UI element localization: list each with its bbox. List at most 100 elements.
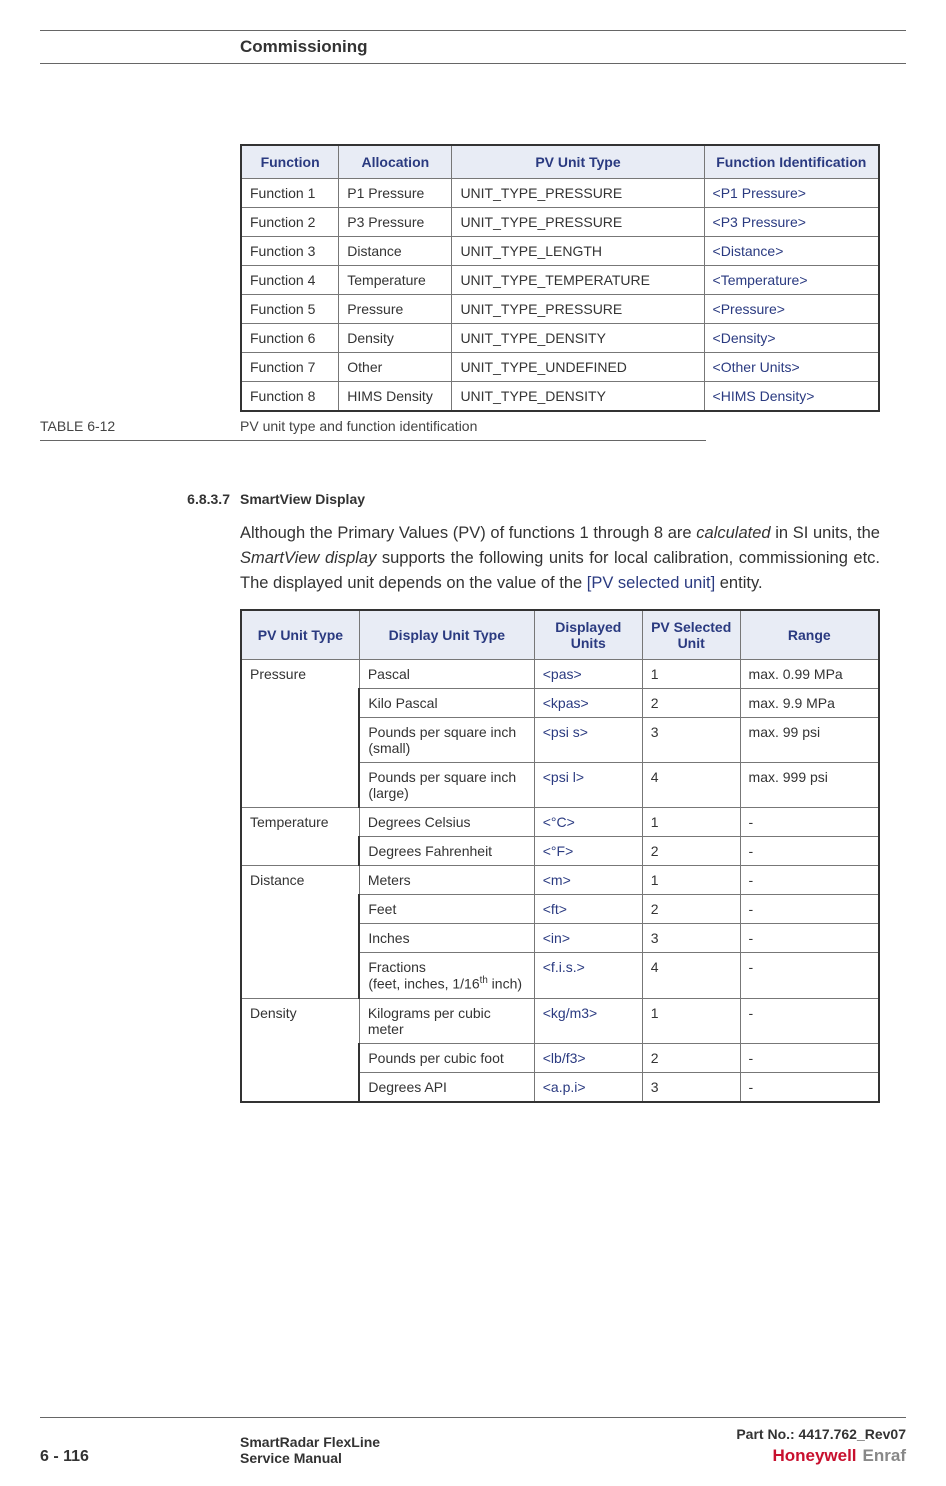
table-cell: Kilograms per cubic meter [359, 998, 534, 1043]
honeywell-logo: Honeywell [772, 1446, 856, 1466]
table-cell: - [740, 953, 879, 999]
table-cell: max. 9.9 MPa [740, 689, 879, 718]
table-cell: <lb/f3> [534, 1043, 642, 1072]
table-cell: <a.p.i> [534, 1072, 642, 1102]
table-cell: <kpas> [534, 689, 642, 718]
table-cell: <°C> [534, 808, 642, 837]
table-cell: - [740, 998, 879, 1043]
table-cell: Density [241, 998, 359, 1102]
table-cell: - [740, 1043, 879, 1072]
enraf-logo: Enraf [863, 1446, 906, 1466]
table-cell: 3 [642, 718, 740, 763]
table-header: Function Identification [704, 145, 879, 179]
table-header: PV Unit Type [241, 610, 359, 660]
section-title: SmartView Display [240, 491, 365, 507]
table-cell: Fractions(feet, inches, 1/16th inch) [359, 953, 534, 999]
table-cell: UNIT_TYPE_PRESSURE [452, 208, 704, 237]
table-cell: 1 [642, 866, 740, 895]
table-cell: <P3 Pressure> [704, 208, 879, 237]
table-cell: <ft> [534, 895, 642, 924]
table-header: Range [740, 610, 879, 660]
footer-title-1: SmartRadar FlexLine [240, 1434, 736, 1450]
table-cell: UNIT_TYPE_DENSITY [452, 324, 704, 353]
section-number: 6.8.3.7 [180, 491, 240, 507]
table-cell: Pounds per square inch (small) [359, 718, 534, 763]
table-cell: Function 5 [241, 295, 339, 324]
table-cell: Function 3 [241, 237, 339, 266]
table-cell: Pascal [359, 660, 534, 689]
table-cell: 1 [642, 998, 740, 1043]
footer-title-2: Service Manual [240, 1450, 736, 1466]
table-cell: UNIT_TYPE_UNDEFINED [452, 353, 704, 382]
table-cell: Kilo Pascal [359, 689, 534, 718]
table-cell: <f.i.s.> [534, 953, 642, 999]
table-cell: 1 [642, 660, 740, 689]
table-cell: <Pressure> [704, 295, 879, 324]
table-cell: 2 [642, 1043, 740, 1072]
table-cell: max. 99 psi [740, 718, 879, 763]
table-header: PV Unit Type [452, 145, 704, 179]
table-cell: <Density> [704, 324, 879, 353]
table-cell: Function 6 [241, 324, 339, 353]
table-cell: <°F> [534, 837, 642, 866]
table-cell: Pressure [339, 295, 452, 324]
table-cell: Distance [339, 237, 452, 266]
table-cell: Other [339, 353, 452, 382]
table-cell: HIMS Density [339, 382, 452, 412]
footer-part-no: Part No.: 4417.762_Rev07 [736, 1426, 906, 1442]
table-cell: 4 [642, 953, 740, 999]
table-cell: Pressure [241, 660, 359, 808]
table-cell: <Other Units> [704, 353, 879, 382]
table-cell: <psi s> [534, 718, 642, 763]
table-cell: Pounds per square inch (large) [359, 763, 534, 808]
table-cell: UNIT_TYPE_DENSITY [452, 382, 704, 412]
table-cell: <in> [534, 924, 642, 953]
table-cell: UNIT_TYPE_TEMPERATURE [452, 266, 704, 295]
table-cell: Function 8 [241, 382, 339, 412]
table-cell: Function 7 [241, 353, 339, 382]
caption-text: PV unit type and function identification [240, 418, 477, 434]
table-cell: <Distance> [704, 237, 879, 266]
table-cell: max. 999 psi [740, 763, 879, 808]
table-cell: 1 [642, 808, 740, 837]
table-cell: 3 [642, 924, 740, 953]
table-cell: Temperature [339, 266, 452, 295]
table-pv-unit-type: FunctionAllocationPV Unit TypeFunction I… [240, 144, 880, 412]
table-cell: Feet [359, 895, 534, 924]
table-cell: <Temperature> [704, 266, 879, 295]
page-number: 6 - 116 [40, 1448, 240, 1466]
table-cell: Distance [241, 866, 359, 999]
footer: 6 - 116 SmartRadar FlexLine Service Manu… [40, 1417, 906, 1466]
table-cell: - [740, 924, 879, 953]
table-cell: Pounds per cubic foot [359, 1043, 534, 1072]
table-cell: - [740, 1072, 879, 1102]
table-header: Allocation [339, 145, 452, 179]
table-cell: Function 4 [241, 266, 339, 295]
table-cell: <kg/m3> [534, 998, 642, 1043]
table-cell: UNIT_TYPE_PRESSURE [452, 179, 704, 208]
table-cell: 3 [642, 1072, 740, 1102]
table-cell: max. 0.99 MPa [740, 660, 879, 689]
table-header: PV Selected Unit [642, 610, 740, 660]
section-paragraph: Although the Primary Values (PV) of func… [240, 521, 880, 595]
table-cell: - [740, 895, 879, 924]
table-cell: - [740, 866, 879, 895]
table-cell: <HIMS Density> [704, 382, 879, 412]
table-cell: - [740, 837, 879, 866]
table-cell: P3 Pressure [339, 208, 452, 237]
table-header: Display Unit Type [359, 610, 534, 660]
table-cell: <m> [534, 866, 642, 895]
table-cell: Inches [359, 924, 534, 953]
table-cell: <pas> [534, 660, 642, 689]
table-cell: P1 Pressure [339, 179, 452, 208]
table-header: Displayed Units [534, 610, 642, 660]
table-cell: Meters [359, 866, 534, 895]
table-caption: TABLE 6-12 PV unit type and function ide… [40, 418, 706, 441]
table-header: Function [241, 145, 339, 179]
table-cell: Function 1 [241, 179, 339, 208]
table-cell: <P1 Pressure> [704, 179, 879, 208]
table-cell: Degrees Fahrenheit [359, 837, 534, 866]
table-cell: UNIT_TYPE_PRESSURE [452, 295, 704, 324]
caption-label: TABLE 6-12 [40, 418, 240, 434]
table-display-units: PV Unit TypeDisplay Unit TypeDisplayed U… [240, 609, 880, 1103]
